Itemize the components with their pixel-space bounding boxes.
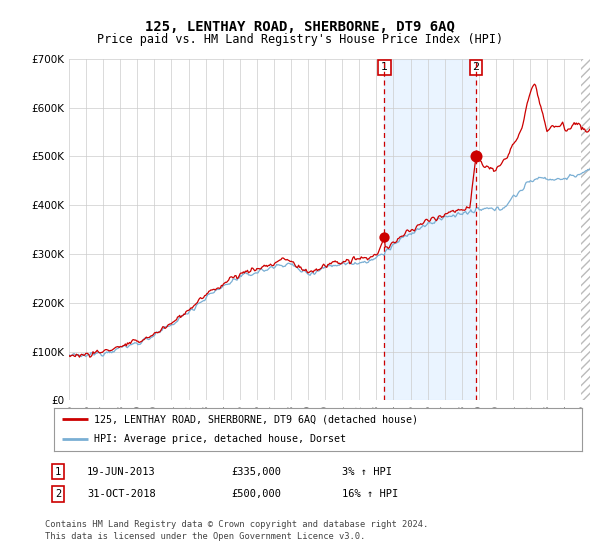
Text: 3% ↑ HPI: 3% ↑ HPI [342,466,392,477]
Text: 125, LENTHAY ROAD, SHERBORNE, DT9 6AQ (detached house): 125, LENTHAY ROAD, SHERBORNE, DT9 6AQ (d… [94,414,418,424]
Text: 31-OCT-2018: 31-OCT-2018 [87,489,156,499]
Text: 125, LENTHAY ROAD, SHERBORNE, DT9 6AQ: 125, LENTHAY ROAD, SHERBORNE, DT9 6AQ [145,20,455,34]
Bar [385,59,476,400]
Text: 16% ↑ HPI: 16% ↑ HPI [342,489,398,499]
Text: 2: 2 [472,62,479,72]
Text: HPI: Average price, detached house, Dorset: HPI: Average price, detached house, Dors… [94,434,346,444]
Bar [581,59,590,400]
Text: Contains HM Land Registry data © Crown copyright and database right 2024.
This d: Contains HM Land Registry data © Crown c… [45,520,428,541]
Text: 19-JUN-2013: 19-JUN-2013 [87,466,156,477]
Text: 1: 1 [55,466,61,477]
Point [380,232,389,241]
Text: £500,000: £500,000 [231,489,281,499]
Text: 1: 1 [381,62,388,72]
Text: Price paid vs. HM Land Registry's House Price Index (HPI): Price paid vs. HM Land Registry's House … [97,32,503,46]
Text: £335,000: £335,000 [231,466,281,477]
Text: 2: 2 [55,489,61,499]
Point [471,152,481,161]
